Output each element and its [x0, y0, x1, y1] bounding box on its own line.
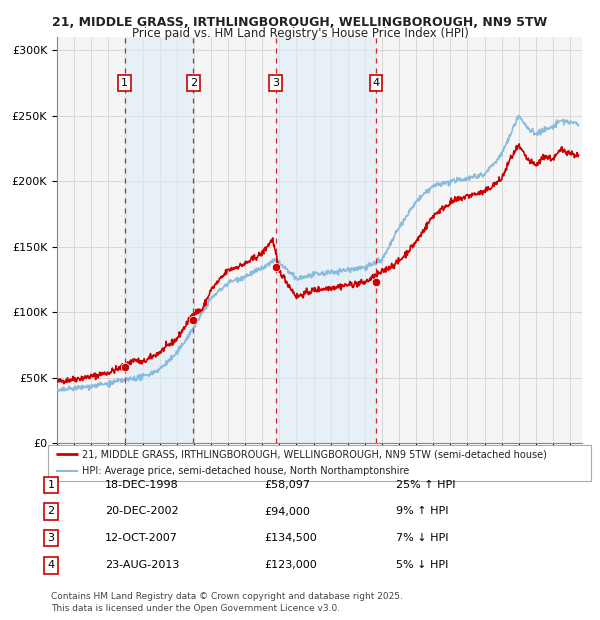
Text: 23-AUG-2013: 23-AUG-2013: [105, 560, 179, 570]
Text: 21, MIDDLE GRASS, IRTHLINGBOROUGH, WELLINGBOROUGH, NN9 5TW: 21, MIDDLE GRASS, IRTHLINGBOROUGH, WELLI…: [52, 16, 548, 29]
Text: 25% ↑ HPI: 25% ↑ HPI: [396, 480, 455, 490]
Text: 12-OCT-2007: 12-OCT-2007: [105, 533, 178, 543]
Text: This data is licensed under the Open Government Licence v3.0.: This data is licensed under the Open Gov…: [51, 604, 340, 613]
Text: 4: 4: [373, 78, 379, 88]
Text: 1: 1: [121, 78, 128, 88]
Text: £58,097: £58,097: [264, 480, 310, 490]
Text: Contains HM Land Registry data © Crown copyright and database right 2025.: Contains HM Land Registry data © Crown c…: [51, 592, 403, 601]
Text: 3: 3: [47, 533, 55, 543]
Bar: [125, 37, 193, 443]
Text: 18-DEC-1998: 18-DEC-1998: [105, 480, 179, 490]
Text: 5% ↓ HPI: 5% ↓ HPI: [396, 560, 448, 570]
Text: 7% ↓ HPI: 7% ↓ HPI: [396, 533, 449, 543]
Text: 9% ↑ HPI: 9% ↑ HPI: [396, 507, 449, 516]
Text: £94,000: £94,000: [264, 507, 310, 516]
Text: 2: 2: [190, 78, 197, 88]
Text: Price paid vs. HM Land Registry's House Price Index (HPI): Price paid vs. HM Land Registry's House …: [131, 27, 469, 40]
Text: 3: 3: [272, 78, 279, 88]
Text: 20-DEC-2002: 20-DEC-2002: [105, 507, 179, 516]
Text: 1: 1: [47, 480, 55, 490]
Text: 4: 4: [47, 560, 55, 570]
Text: £123,000: £123,000: [264, 560, 317, 570]
Text: 2: 2: [47, 507, 55, 516]
Text: 21, MIDDLE GRASS, IRTHLINGBOROUGH, WELLINGBOROUGH, NN9 5TW (semi-detached house): 21, MIDDLE GRASS, IRTHLINGBOROUGH, WELLI…: [82, 450, 547, 459]
Text: HPI: Average price, semi-detached house, North Northamptonshire: HPI: Average price, semi-detached house,…: [82, 466, 409, 476]
Text: £134,500: £134,500: [264, 533, 317, 543]
Bar: [276, 37, 376, 443]
